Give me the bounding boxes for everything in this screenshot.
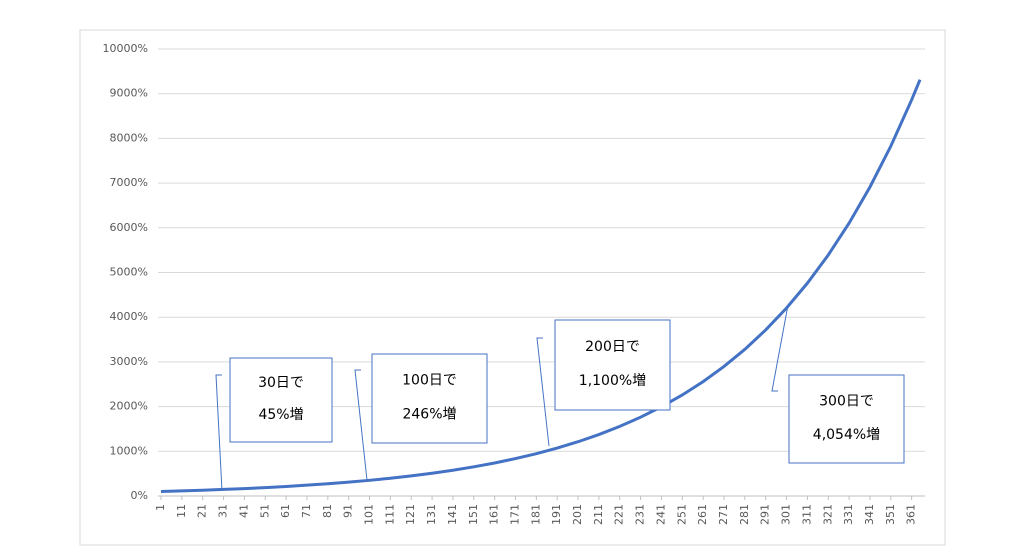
- annotation-box: [371, 353, 488, 444]
- annotation: 100日で 246%増: [354, 353, 488, 481]
- y-tick-label: 7000%: [110, 176, 148, 189]
- y-tick-label: 3000%: [110, 355, 148, 368]
- annotation-box: [788, 374, 905, 464]
- x-tick-label: 291: [759, 504, 772, 525]
- x-tick-label: 191: [550, 504, 563, 525]
- x-tick-label: 231: [634, 504, 647, 525]
- x-tick-label: 361: [905, 504, 918, 525]
- x-tick-label: 271: [717, 504, 730, 525]
- y-tick-label: 2000%: [110, 400, 148, 413]
- x-tick-label: 131: [425, 504, 438, 525]
- x-tick-label: 151: [467, 504, 480, 525]
- annotation: 30日で 45%増: [215, 357, 333, 492]
- x-tick-label: 341: [863, 504, 876, 525]
- annotation: 200日で 1,100%増: [536, 319, 671, 447]
- leader-line: [215, 374, 223, 492]
- annotation-text: 30日で: [258, 375, 304, 391]
- leader-line: [771, 304, 789, 392]
- y-tick-label: 8000%: [110, 131, 148, 144]
- x-tick-label: 281: [738, 504, 751, 525]
- annotation-box: [554, 319, 671, 411]
- x-tick-label: 171: [508, 504, 521, 525]
- line-series: [160, 79, 922, 493]
- x-tick-label: 21: [196, 504, 209, 518]
- x-tick-label: 251: [675, 504, 688, 525]
- annotation-text: 200日で: [585, 339, 640, 355]
- x-tick-label: 101: [363, 504, 376, 525]
- x-tick-label: 241: [654, 504, 667, 525]
- x-tick-label: 301: [780, 504, 793, 525]
- leader-line: [354, 369, 368, 481]
- annotation: 300日で 4,054%増: [771, 304, 905, 464]
- annotation-text: 246%増: [402, 407, 456, 423]
- y-tick-label: 1000%: [110, 444, 148, 457]
- annotation-box: [229, 357, 333, 443]
- x-tick-label: 111: [383, 504, 396, 525]
- y-tick-label: 4000%: [110, 310, 148, 323]
- y-tick-label: 6000%: [110, 221, 148, 234]
- y-tick-label: 5000%: [110, 266, 148, 279]
- x-tick-label: 161: [488, 504, 501, 525]
- x-tick-label: 51: [258, 504, 271, 518]
- x-tick-label: 311: [800, 504, 813, 525]
- chart-border: [79, 29, 946, 546]
- x-tick-label: 351: [884, 504, 897, 525]
- x-tick-label: 91: [342, 504, 355, 518]
- x-tick-label: 71: [300, 504, 313, 518]
- x-tick-label: 331: [842, 504, 855, 525]
- y-tick-label: 10000%: [103, 42, 148, 55]
- x-tick-label: 141: [446, 504, 459, 525]
- annotation-text: 100日で: [402, 373, 457, 389]
- leader-line: [536, 337, 550, 447]
- annotation-text: 1,100%増: [579, 373, 646, 389]
- y-tick-label: 0%: [131, 489, 148, 502]
- x-tick-label: 31: [217, 504, 230, 518]
- annotation-text: 300日で: [819, 393, 874, 409]
- annotation-text: 4,054%増: [813, 427, 880, 443]
- y-tick-label: 9000%: [110, 87, 148, 100]
- x-tick-label: 1: [154, 504, 167, 511]
- x-tick-label: 321: [821, 504, 834, 525]
- x-tick-label: 211: [592, 504, 605, 525]
- x-tick-label: 181: [529, 504, 542, 525]
- x-tick-label: 261: [696, 504, 709, 525]
- x-tick-label: 121: [404, 504, 417, 525]
- x-tick-label: 221: [613, 504, 626, 525]
- annotation-text: 45%増: [258, 407, 303, 423]
- x-tick-label: 81: [321, 504, 334, 518]
- x-tick-label: 201: [571, 504, 584, 525]
- x-tick-label: 11: [175, 504, 188, 518]
- x-tick-label: 61: [279, 504, 292, 518]
- x-tick-label: 41: [237, 504, 250, 518]
